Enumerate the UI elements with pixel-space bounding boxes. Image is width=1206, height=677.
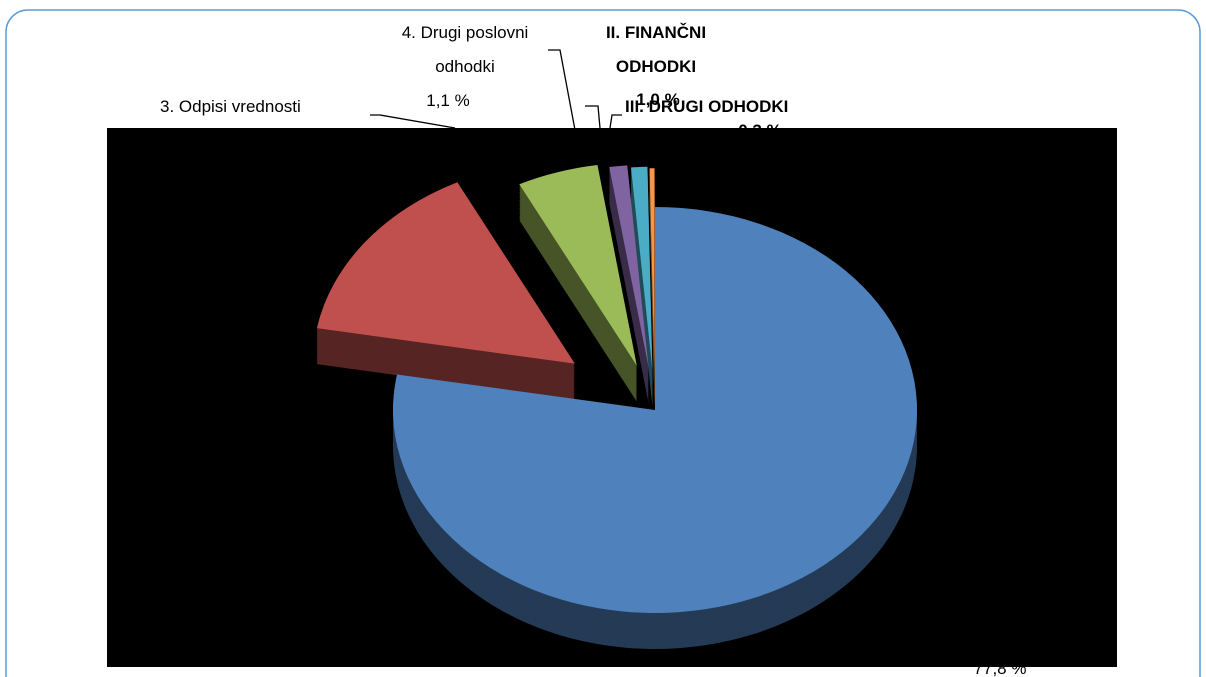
slice-side: [609, 175, 649, 378]
leader-line: [609, 114, 622, 129]
slice-side: [609, 177, 649, 380]
slice-label: 4. Drugi poslovni odhodki: [401, 23, 529, 76]
slice-side: [609, 191, 649, 394]
pie: [316, 165, 917, 649]
slice: [631, 166, 653, 370]
slice: [316, 182, 575, 364]
slice-side: [609, 189, 649, 392]
slice-side: [609, 187, 649, 390]
frame: [5, 9, 1201, 677]
slice-side: [609, 169, 649, 372]
slice-side: [609, 181, 649, 384]
slice: [392, 207, 917, 613]
leader-line: [370, 114, 456, 129]
slice-side: [609, 185, 649, 388]
slice-label: II. FINANČNI ODHODKI: [605, 23, 707, 76]
slice-label: III. DRUGI ODHODKI: [625, 97, 789, 116]
slice-side: [609, 171, 649, 374]
leader-line: [585, 105, 601, 129]
slice-side: [609, 195, 649, 398]
slice-side: [609, 199, 649, 402]
slice-label: 3. Odpisi vrednosti: [160, 97, 301, 116]
value-label: 1,0 %: [636, 90, 680, 109]
slice: [649, 168, 655, 372]
slice-side: [609, 183, 649, 386]
slice-side: [609, 201, 649, 404]
slice-side: [609, 197, 649, 400]
slice-side: [609, 193, 649, 396]
slice-side: [609, 167, 649, 370]
value-label: 77,8 %: [973, 659, 1027, 677]
value-label: 1,1 %: [426, 91, 470, 110]
slice: [609, 165, 649, 368]
slice: [519, 165, 637, 366]
leader-line: [548, 49, 576, 131]
slice-side: [609, 173, 649, 376]
slice-side: [609, 179, 649, 382]
